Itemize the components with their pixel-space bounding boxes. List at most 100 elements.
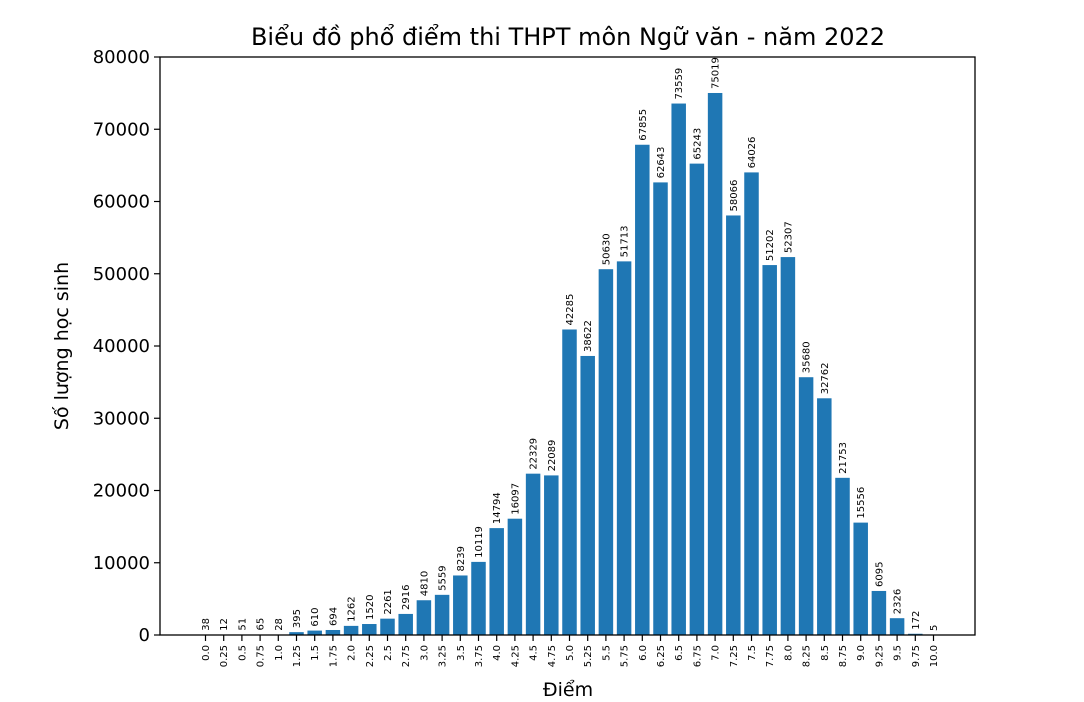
data-label-0.0: 38 <box>201 618 212 631</box>
x-tick-label: 8.0 <box>783 645 794 661</box>
data-label-0.25: 12 <box>219 618 230 631</box>
data-label-3.5: 8239 <box>456 546 467 571</box>
x-tick-label: 9.25 <box>874 645 885 667</box>
bar-8.25 <box>798 377 814 635</box>
bar-5.5 <box>598 269 614 635</box>
data-label-8.0: 52307 <box>783 221 794 253</box>
data-label-1.25: 395 <box>292 609 303 628</box>
data-label-10.0: 5 <box>929 625 940 631</box>
data-label-8.25: 35680 <box>802 341 813 373</box>
data-label-7.5: 64026 <box>747 137 758 169</box>
bar-6.75 <box>689 163 705 635</box>
data-label-4.5: 22329 <box>529 438 540 470</box>
x-tick-label: 2.0 <box>347 645 358 661</box>
data-label-3.25: 5559 <box>438 565 449 590</box>
data-label-8.5: 32762 <box>820 362 831 394</box>
y-tick-label: 60000 <box>93 192 150 213</box>
data-label-6.5: 73559 <box>674 68 685 100</box>
bar-3.25 <box>434 594 450 635</box>
x-tick-label: 1.25 <box>292 645 303 667</box>
y-tick-label: 50000 <box>93 264 150 285</box>
bar-8.5 <box>817 398 832 635</box>
bar-5.75 <box>616 261 632 635</box>
bar-9.0 <box>853 522 868 635</box>
data-label-7.75: 51202 <box>765 229 776 261</box>
bar-8.75 <box>835 477 850 635</box>
y-axis: 0 10000 20000 30000 40000 50000 60000 70000 8000… <box>93 47 160 646</box>
x-tick-label: 4.0 <box>492 645 503 661</box>
data-label-2.25: 1520 <box>365 595 376 620</box>
data-label-9.25: 6095 <box>874 562 885 587</box>
x-tick-label: 8.5 <box>820 645 831 661</box>
bar-4.0 <box>489 528 504 635</box>
data-label-5.25: 38622 <box>583 320 594 352</box>
x-tick-label: 0.0 <box>201 645 212 661</box>
x-tick-label: 4.5 <box>529 645 540 661</box>
data-label-2.75: 2916 <box>401 584 412 609</box>
bar-2.25 <box>362 624 377 635</box>
x-tick-label: 3.75 <box>474 645 485 667</box>
x-tick-label: 7.75 <box>765 645 776 667</box>
data-label-5.0: 42285 <box>565 294 576 326</box>
y-tick-label: 20000 <box>93 481 150 502</box>
bar-3.5 <box>453 575 468 635</box>
y-tick-label: 30000 <box>93 408 150 429</box>
x-tick-label: 0.5 <box>237 645 248 661</box>
x-tick-label: 2.5 <box>383 645 394 661</box>
data-label-7.0: 75019 <box>711 57 722 89</box>
data-label-9.5: 2326 <box>893 589 904 614</box>
x-axis: 0.0 0.25 0.5 0.75 1.0 1.25 1.5 1.75 2.0 2.25 2.5 2.… <box>201 635 940 667</box>
bar-2.75 <box>398 613 413 635</box>
y-tick-label: 80000 <box>93 47 150 68</box>
bar-1.75 <box>325 629 341 635</box>
bar-4.75 <box>544 475 559 635</box>
y-tick-label: 40000 <box>93 336 150 357</box>
bar-3.75 <box>471 561 486 635</box>
data-label-3.0: 4810 <box>419 571 430 596</box>
bar-6.25 <box>653 182 668 635</box>
bar-5.25 <box>580 355 595 635</box>
x-tick-label: 6.0 <box>638 645 649 661</box>
x-tick-label: 0.75 <box>256 645 267 667</box>
data-label-4.75: 22089 <box>547 440 558 472</box>
data-label-0.75: 65 <box>256 618 267 631</box>
data-label-9.0: 15556 <box>856 487 867 519</box>
bar-9.5 <box>889 618 905 635</box>
bar-1.5 <box>307 630 322 635</box>
bar-3.0 <box>416 600 432 635</box>
x-tick-label: 9.5 <box>893 645 904 661</box>
data-label-9.75: 172 <box>911 611 922 630</box>
data-label-8.75: 21753 <box>838 442 849 474</box>
x-tick-label: 1.75 <box>328 645 339 667</box>
data-label-5.5: 50630 <box>601 233 612 265</box>
data-label-7.25: 58066 <box>729 180 740 212</box>
data-label-6.75: 65243 <box>692 128 703 160</box>
bar-1.25 <box>289 632 304 635</box>
data-label-6.0: 67855 <box>638 109 649 141</box>
bar-2.5 <box>380 618 395 635</box>
y-axis-label: Số lượng học sinh <box>51 262 73 430</box>
x-tick-label: 3.5 <box>456 645 467 661</box>
x-tick-label: 6.75 <box>692 645 703 667</box>
bar-7.25 <box>726 215 741 635</box>
data-label-0.5: 51 <box>237 618 248 631</box>
bar-8.0 <box>780 257 796 635</box>
data-label-4.25: 16097 <box>510 483 521 515</box>
chart-title: Biểu đồ phổ điểm thi THPT môn Ngữ văn - … <box>251 23 885 51</box>
x-axis-label: Điểm <box>543 679 593 701</box>
x-tick-label: 6.5 <box>674 645 685 661</box>
x-tick-label: 6.25 <box>656 645 667 667</box>
x-tick-label: 2.75 <box>401 645 412 667</box>
y-tick-label: 10000 <box>93 553 150 574</box>
bar-4.25 <box>507 518 523 635</box>
data-label-4.0: 14794 <box>492 492 503 524</box>
x-tick-label: 5.75 <box>620 645 631 667</box>
bar-7.0 <box>707 92 723 636</box>
plot-area: 38 12 51 65 28 395 610 694 1262 1520 2261 2916 4810 5… <box>198 57 941 636</box>
bar-6.5 <box>671 103 686 636</box>
bar-5.0 <box>562 329 577 635</box>
bar-7.75 <box>762 265 777 635</box>
x-tick-label: 5.5 <box>601 645 612 661</box>
data-label-3.75: 10119 <box>474 526 485 558</box>
